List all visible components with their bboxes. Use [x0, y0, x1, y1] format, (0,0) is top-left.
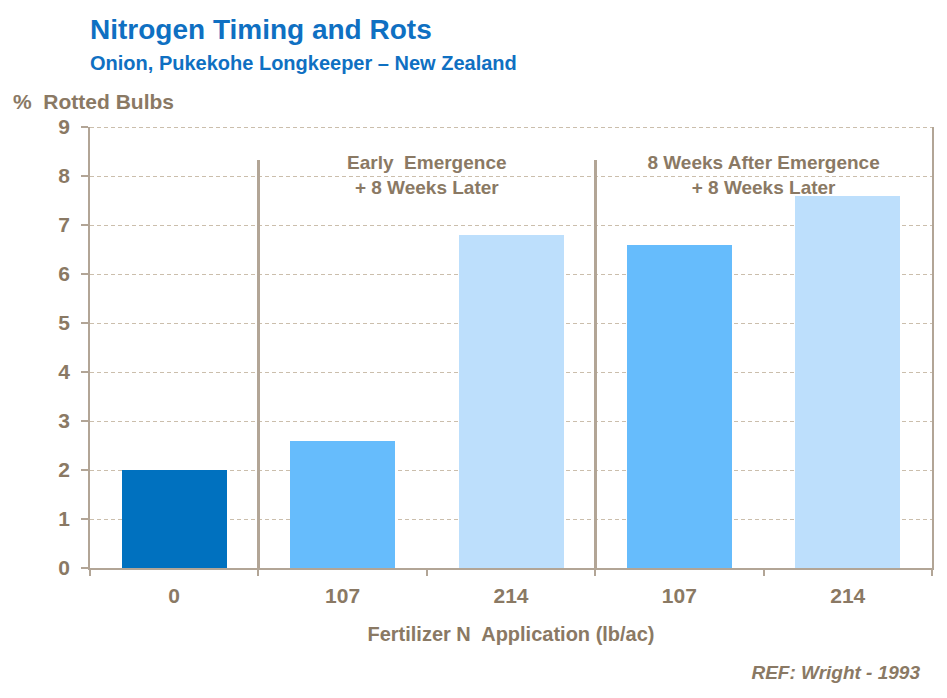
y-axis-tick — [81, 224, 88, 226]
x-axis-tick — [594, 568, 596, 576]
y-axis-tick — [81, 273, 88, 275]
bar — [290, 441, 395, 568]
group-annotation: 8 Weeks After Emergence+ 8 Weeks Later — [594, 150, 934, 200]
x-axis-tick — [89, 568, 91, 576]
y-tick-label: 3 — [0, 408, 70, 434]
group-divider — [257, 160, 260, 568]
chart-subtitle: Onion, Pukekohe Longkeeper – New Zealand — [90, 52, 517, 75]
bar — [459, 235, 564, 568]
x-tick-label: 0 — [114, 584, 234, 608]
y-tick-label: 6 — [0, 261, 70, 287]
x-axis-tick — [257, 568, 259, 576]
y-axis-tick — [81, 469, 88, 471]
y-tick-label: 2 — [0, 457, 70, 483]
x-tick-label: 107 — [283, 584, 403, 608]
y-axis-tick — [81, 322, 88, 324]
group-annotation-line2: + 8 Weeks Later — [257, 175, 597, 200]
x-tick-label: 107 — [619, 584, 739, 608]
gridline — [90, 127, 932, 128]
y-axis-title: % Rotted Bulbs — [13, 90, 174, 114]
x-axis-tick — [931, 568, 933, 576]
y-tick-label: 8 — [0, 163, 70, 189]
x-tick-label: 214 — [788, 584, 908, 608]
x-axis-title: Fertilizer N Application (lb/ac) — [88, 623, 934, 646]
x-axis-tick — [763, 568, 765, 576]
chart-canvas: Nitrogen Timing and Rots Onion, Pukekohe… — [0, 0, 947, 698]
plot-area: Early Emergence+ 8 Weeks Later8 Weeks Af… — [88, 127, 934, 570]
group-divider — [594, 160, 597, 568]
reference-note: REF: Wright - 1993 — [751, 662, 920, 684]
bar — [795, 196, 900, 568]
y-tick-label: 9 — [0, 114, 70, 140]
y-tick-label: 0 — [0, 555, 70, 581]
y-axis-tick — [81, 518, 88, 520]
group-annotation-line1: 8 Weeks After Emergence — [594, 150, 934, 175]
y-tick-label: 7 — [0, 212, 70, 238]
bar — [122, 470, 227, 568]
y-axis-tick — [81, 371, 88, 373]
y-axis-tick — [81, 420, 88, 422]
y-tick-label: 1 — [0, 506, 70, 532]
y-axis-tick — [81, 175, 88, 177]
y-tick-label: 5 — [0, 310, 70, 336]
group-annotation: Early Emergence+ 8 Weeks Later — [257, 150, 597, 200]
group-annotation-line1: Early Emergence — [257, 150, 597, 175]
y-tick-label: 4 — [0, 359, 70, 385]
x-axis-tick — [426, 568, 428, 576]
chart-title: Nitrogen Timing and Rots — [90, 14, 432, 46]
y-axis-tick — [81, 567, 88, 569]
bar — [627, 245, 732, 568]
x-tick-label: 214 — [451, 584, 571, 608]
y-axis-tick — [81, 126, 88, 128]
